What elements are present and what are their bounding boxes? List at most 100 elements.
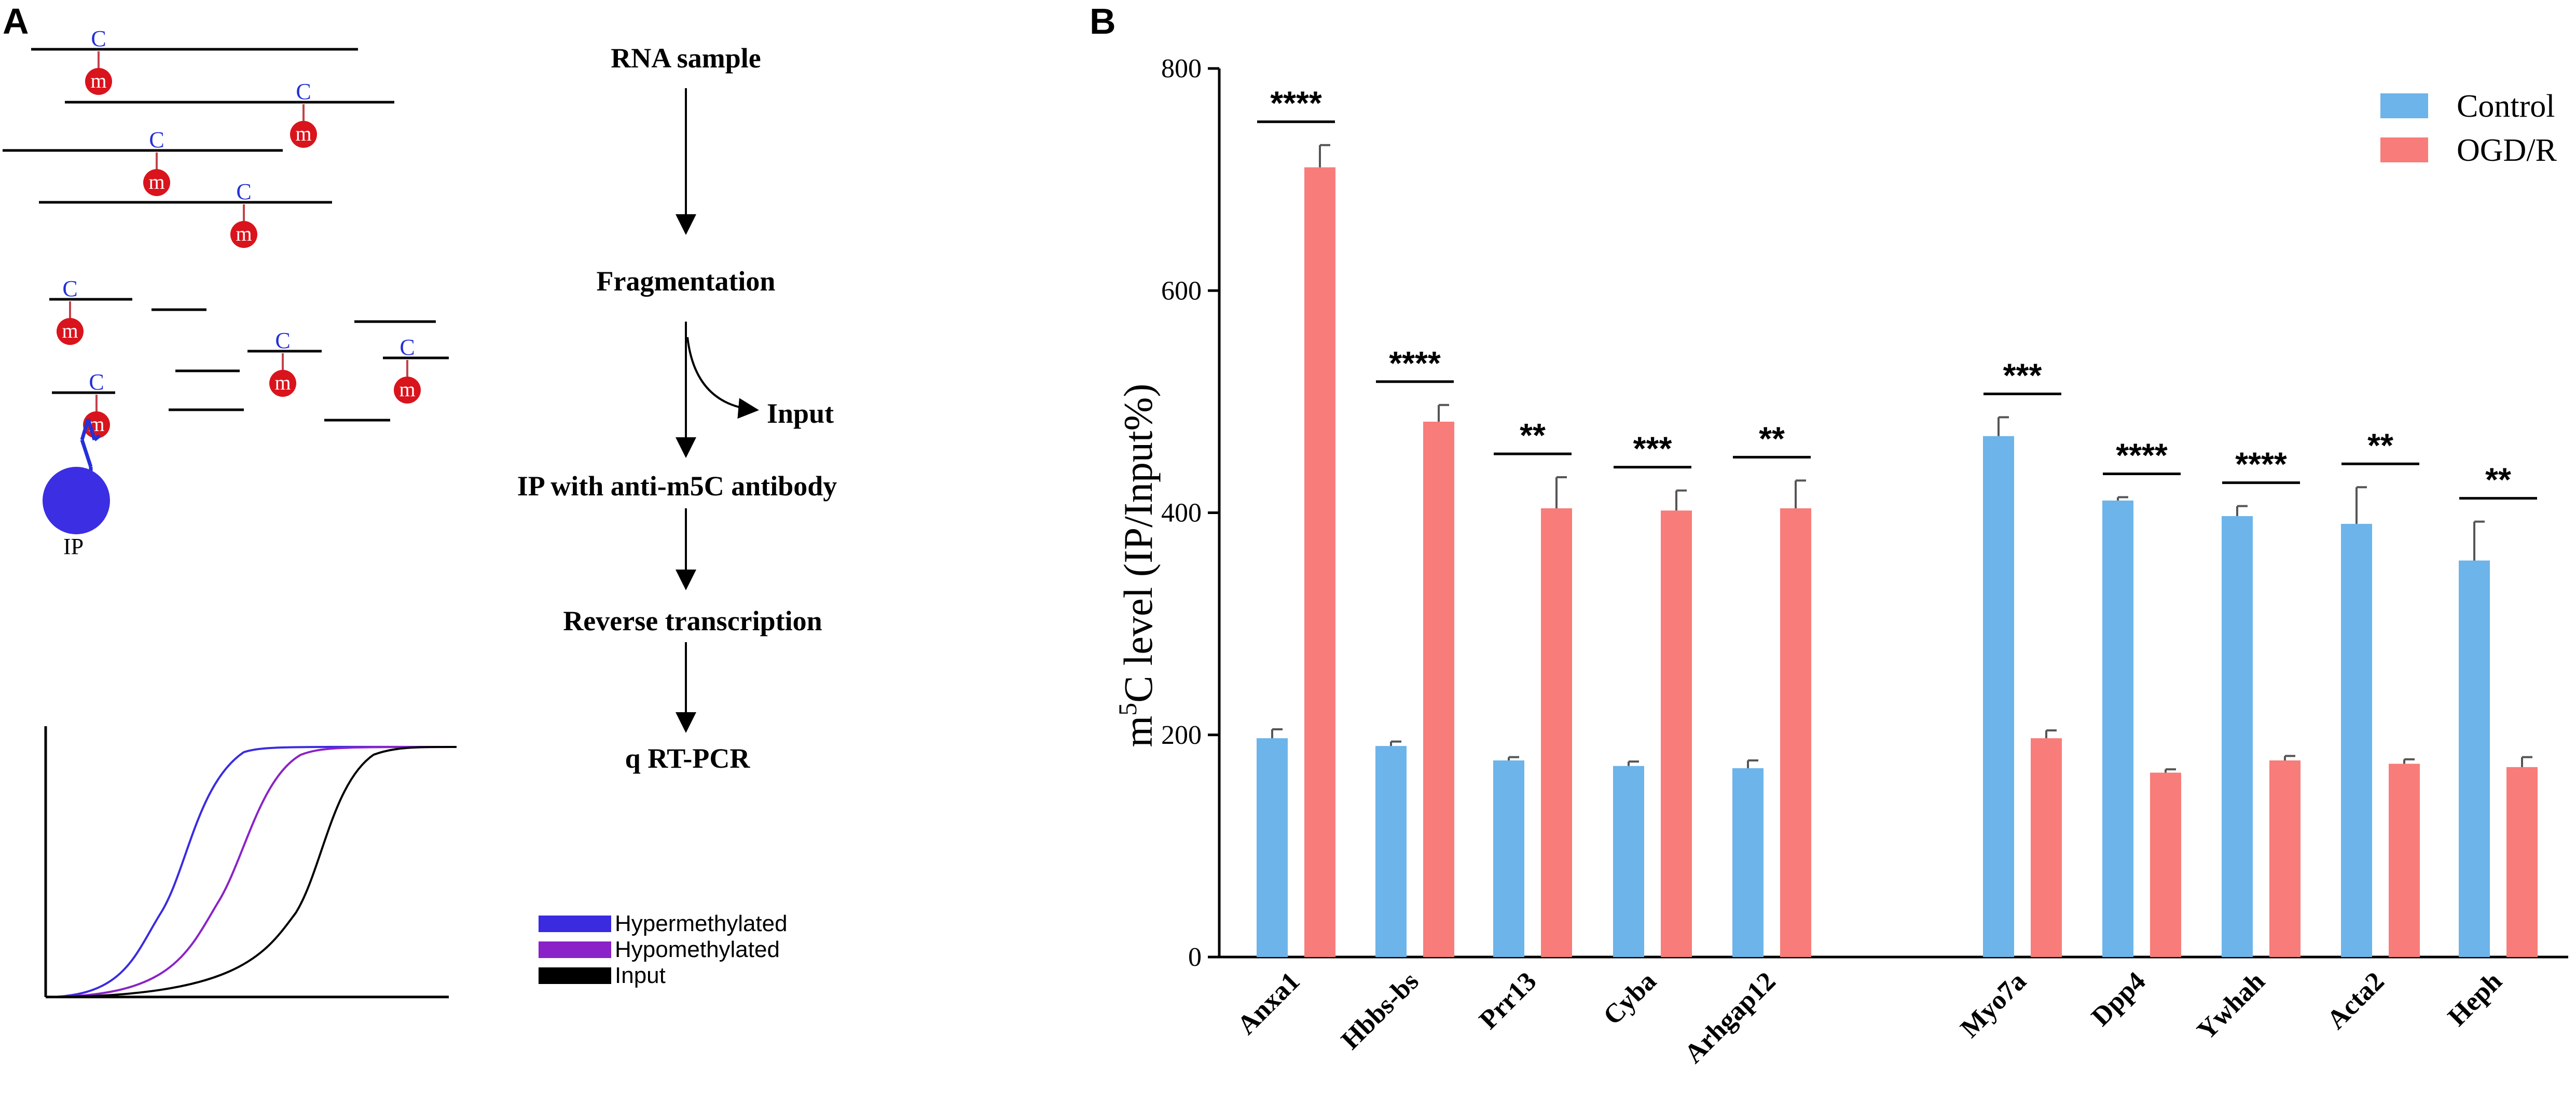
bar-control-dpp4 xyxy=(2102,500,2133,957)
chart-legend: Control OGD/R xyxy=(2380,89,2557,168)
methyl-group-icon xyxy=(83,411,110,438)
legend-swatch-hypermethylated xyxy=(539,916,611,932)
category-label: Arhgap12 xyxy=(1679,966,1782,1069)
bar-control-heph xyxy=(2459,560,2490,957)
curve-legend: Hypermethylated Hypomethylated Input xyxy=(539,911,788,988)
legend-label-ogdr: OGD/R xyxy=(2457,133,2557,168)
bar-ogdr-cyba xyxy=(1661,510,1692,957)
legend-swatch-control xyxy=(2380,93,2428,118)
y-tick-label: 200 xyxy=(1161,720,1202,750)
methyl-group-icon xyxy=(57,318,84,345)
category-label: Hbbs-bs xyxy=(1335,966,1424,1055)
y-tick-label: 800 xyxy=(1161,54,1202,84)
significance-stars: ** xyxy=(1759,420,1785,457)
significance-stars: ** xyxy=(2485,461,2511,498)
workflow-branch-input: Input xyxy=(767,398,834,429)
bar-control-cyba xyxy=(1613,766,1644,957)
cytosine-label: C xyxy=(149,127,164,153)
workflow-step-3: IP with anti-m5C antibody xyxy=(517,470,837,502)
cytosine-label: C xyxy=(236,179,251,204)
methyl-label: m xyxy=(90,69,106,92)
bar-ogdr-dpp4 xyxy=(2150,772,2181,957)
category-label: Dpp4 xyxy=(2086,966,2151,1032)
legend-swatch-input xyxy=(539,967,611,984)
legend-swatch-hypomethylated xyxy=(539,941,611,958)
cytosine-label: C xyxy=(275,328,290,353)
workflow-step-5: q RT-PCR xyxy=(625,743,751,774)
significance-stars: *** xyxy=(1633,430,1672,467)
bar-control-arhgap12 xyxy=(1732,768,1764,957)
bar-ogdr-arhgap12 xyxy=(1780,508,1811,957)
legend-label-hypermethylated: Hypermethylated xyxy=(615,911,788,936)
methyl-label: m xyxy=(274,371,291,394)
significance-stars: **** xyxy=(2116,437,2168,474)
significance-stars: ** xyxy=(2367,426,2393,464)
chart-bars xyxy=(1257,144,2538,957)
rna-schematic-top xyxy=(3,48,394,204)
category-label: Cyba xyxy=(1597,966,1662,1031)
methyl-label: m xyxy=(148,170,164,193)
cytosine-label: C xyxy=(62,276,77,301)
rna-fragments xyxy=(49,298,449,422)
category-label: Heph xyxy=(2442,966,2508,1032)
workflow-step-4: Reverse transcription xyxy=(563,605,822,636)
category-label: Myo7a xyxy=(1955,966,2032,1044)
antibody-bead: IP xyxy=(43,418,110,559)
y-tick-label: 400 xyxy=(1161,498,1202,528)
bar-ogdr-heph xyxy=(2506,767,2538,957)
chart-categories: Anxa1 Hbbs-bs Prr13 Cyba Arhgap12 Myo7a Dpp4 Yw… xyxy=(1232,966,2508,1069)
workflow-step-2: Fragmentation xyxy=(597,266,776,297)
workflow: RNA sample Fragmentation IP with anti-m5… xyxy=(517,43,837,774)
methyl-group-icon xyxy=(85,68,112,95)
workflow-branch-arrow xyxy=(686,337,759,419)
significance-stars: *** xyxy=(2003,356,2042,394)
methyl-label: m xyxy=(62,319,78,342)
bar-ogdr-ywhah xyxy=(2269,760,2301,957)
methyl-group-icon xyxy=(269,370,296,397)
hypomethylated-curve xyxy=(45,746,457,998)
y-tick-label: 600 xyxy=(1161,276,1202,306)
legend-swatch-ogdr xyxy=(2380,137,2428,162)
bar-ogdr-anxa1 xyxy=(1304,167,1335,957)
bar-control-acta2 xyxy=(2341,523,2372,957)
methyl-label: m xyxy=(399,378,415,401)
bar-ogdr-prr13 xyxy=(1541,508,1572,957)
bar-control-myo7a xyxy=(1983,436,2014,957)
panel-a-label: A xyxy=(3,1,29,41)
significance-stars: **** xyxy=(1389,344,1441,382)
category-label: Anxa1 xyxy=(1232,966,1305,1040)
y-axis-label: m5C level (IP/Input%) xyxy=(1113,384,1161,747)
antibody-icon xyxy=(80,418,101,482)
significance-stars: ** xyxy=(1520,417,1546,454)
category-label: Acta2 xyxy=(2321,966,2390,1035)
chart-significance: ********** *** ********* ******** xyxy=(1257,85,2537,500)
panel-b-label: B xyxy=(1090,1,1116,41)
legend-label-control: Control xyxy=(2457,89,2555,124)
category-label: Prr13 xyxy=(1473,966,1542,1035)
category-label: Ywhah xyxy=(2192,966,2271,1046)
methyl-label: m xyxy=(295,122,311,145)
bar-control-anxa1 xyxy=(1257,738,1288,957)
bar-control-prr13 xyxy=(1493,760,1524,957)
methyl-group-icon xyxy=(230,221,257,248)
ip-label: IP xyxy=(63,534,84,559)
methyl-group-icon xyxy=(394,377,421,404)
significance-stars: **** xyxy=(1270,85,1322,122)
cytosine-label: C xyxy=(296,79,311,104)
cytosine-label: C xyxy=(400,335,415,360)
hypermethylated-curve xyxy=(45,745,457,998)
cytosine-label: C xyxy=(89,369,104,395)
significance-stars: **** xyxy=(2235,446,2287,483)
workflow-step-1: RNA sample xyxy=(611,43,761,74)
methyl-group-icon xyxy=(143,169,170,196)
bar-control-ywhah xyxy=(2222,516,2253,957)
bar-ogdr-myo7a xyxy=(2031,738,2062,957)
methyl-group-icon xyxy=(290,121,317,148)
methyl-label: m xyxy=(236,222,252,245)
bar-control-hbbs-bs xyxy=(1375,746,1407,957)
amplification-plot xyxy=(44,726,457,999)
